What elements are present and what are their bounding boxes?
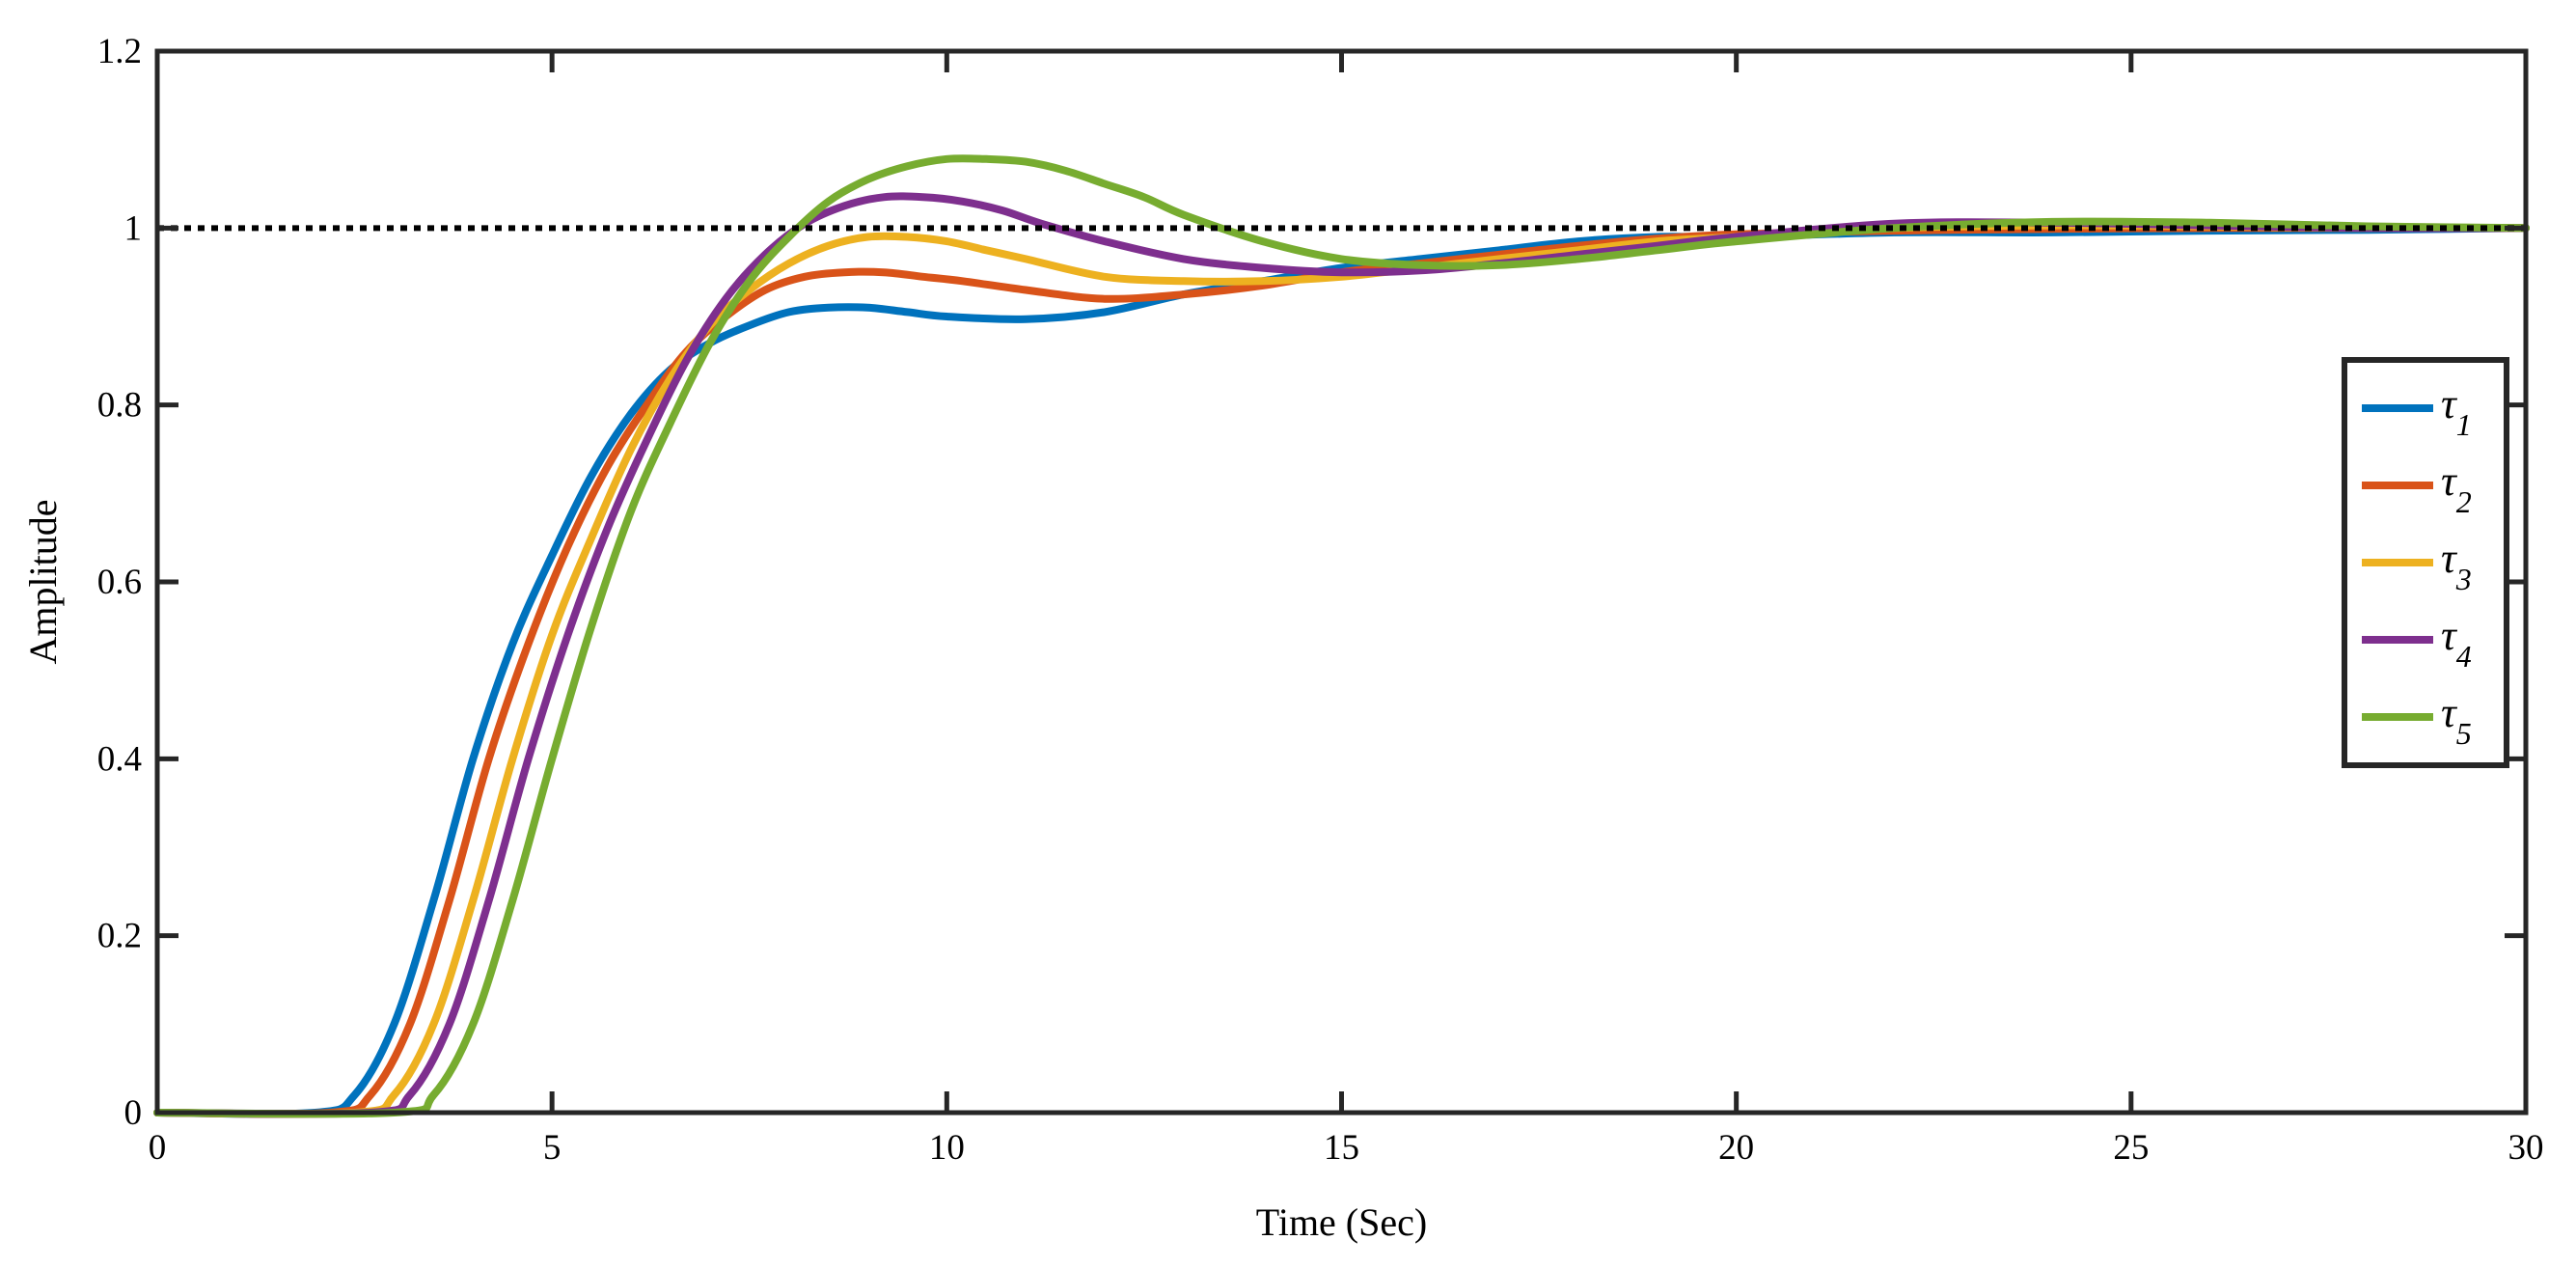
- legend-subscript: 1: [2456, 407, 2472, 442]
- series-line-1: [153, 224, 2530, 1118]
- y-tick-label: 0.4: [97, 739, 142, 779]
- series-line-5: [153, 154, 2530, 1118]
- legend-subscript: 3: [2455, 562, 2472, 596]
- x-axis-title: Time (Sec): [1256, 1200, 1427, 1244]
- x-tick-label: 15: [1324, 1128, 1359, 1168]
- y-tick-label: 0.6: [97, 563, 142, 602]
- series-line-2: [153, 224, 2530, 1118]
- legend-subscript: 2: [2456, 484, 2472, 519]
- x-tick-label: 30: [2508, 1128, 2544, 1168]
- x-tick-label: 5: [543, 1128, 562, 1168]
- y-axis-title: Amplitude: [21, 499, 65, 664]
- x-tick-label: 20: [1718, 1128, 1754, 1168]
- y-tick-label: 0.2: [97, 917, 142, 956]
- series-lines: [153, 154, 2530, 1118]
- x-tick-label: 10: [929, 1128, 965, 1168]
- series-line-4: [153, 192, 2530, 1118]
- x-tick-label: 0: [149, 1128, 167, 1168]
- axis-ticks: [154, 48, 2529, 1116]
- axes-frame: [154, 48, 2529, 1116]
- y-tick-label: 0: [124, 1093, 143, 1133]
- legend-subscript: 5: [2456, 716, 2472, 751]
- y-tick-label: 1: [124, 208, 143, 248]
- y-tick-label: 1.2: [97, 32, 142, 71]
- series-line-3: [153, 221, 2530, 1118]
- y-tick-label: 0.8: [97, 386, 142, 426]
- x-tick-label: 25: [2113, 1128, 2149, 1168]
- legend-subscript: 4: [2456, 639, 2472, 674]
